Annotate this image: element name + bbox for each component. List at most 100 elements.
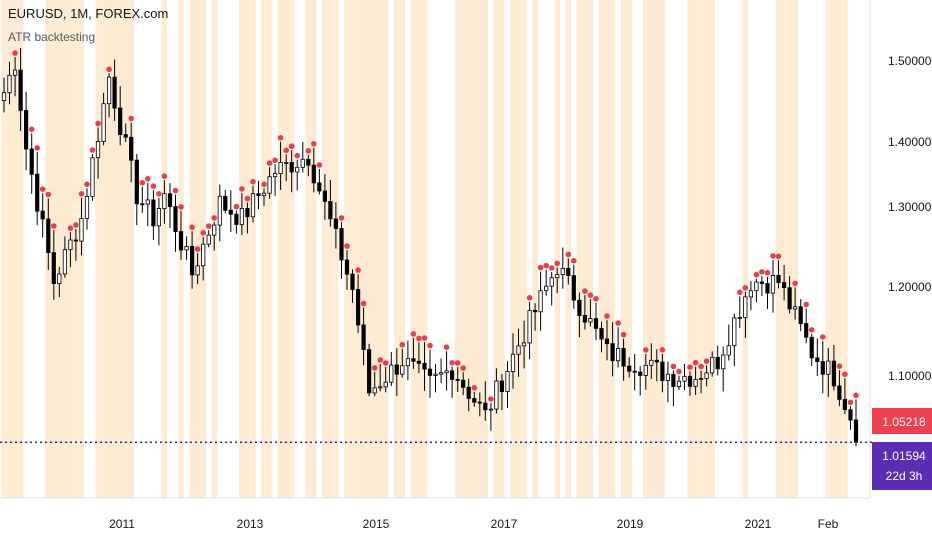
candle-body	[234, 213, 239, 225]
candle-body	[189, 245, 195, 276]
highlight-band	[416, 0, 422, 498]
candle-body	[804, 323, 809, 338]
y-tick-1-50: 1.50000	[888, 54, 932, 68]
signal-marker	[759, 269, 765, 275]
candle-body	[184, 245, 189, 251]
signal-marker	[416, 335, 422, 342]
candle-body	[770, 274, 776, 294]
candle-body	[118, 107, 123, 136]
candle-body	[278, 162, 283, 175]
candle-body	[201, 243, 206, 267]
candle-body	[632, 370, 637, 373]
highlight-band	[239, 0, 251, 498]
candle-body	[759, 281, 765, 284]
x-tick-2017: 2017	[491, 517, 518, 531]
signal-marker	[178, 204, 184, 210]
highlight-band	[460, 0, 466, 498]
candle-body	[660, 361, 665, 381]
highlight-band	[100, 0, 112, 498]
last-price-label: 1.05218	[882, 415, 926, 429]
current-price-label: 1.01594	[882, 449, 926, 463]
y-tick-1-30: 1.30000	[888, 200, 932, 214]
signal-marker	[703, 358, 710, 365]
candle-body	[676, 380, 682, 388]
candle-body	[776, 274, 781, 283]
highlight-band	[194, 0, 206, 498]
signal-marker	[250, 178, 256, 185]
signal-marker	[692, 359, 699, 366]
candle-body	[765, 283, 770, 294]
candle-body	[29, 148, 34, 175]
candle-body	[477, 401, 482, 404]
highlight-band	[477, 0, 488, 498]
signal-marker	[288, 143, 295, 149]
highlight-bands	[1, 0, 848, 498]
signal-marker	[382, 360, 389, 366]
candle-body	[848, 409, 853, 421]
candle-body	[549, 277, 554, 287]
candle-body	[289, 161, 294, 173]
x-tick-feb: Feb	[818, 517, 839, 531]
signal-marker	[272, 157, 278, 164]
signal-marker	[172, 187, 179, 194]
candle-body	[411, 358, 416, 362]
signal-marker	[764, 269, 771, 276]
candle-body	[820, 361, 825, 375]
highlight-band	[266, 0, 273, 498]
candle-body	[167, 193, 173, 207]
signal-marker	[670, 363, 677, 370]
candle-body	[782, 282, 787, 289]
highlight-band	[421, 0, 428, 498]
signal-marker	[775, 253, 782, 260]
candle-body	[195, 265, 200, 276]
signal-marker	[360, 300, 367, 307]
signal-marker	[770, 253, 776, 259]
highlight-band	[355, 0, 367, 498]
candle-body	[317, 182, 322, 192]
signal-marker	[659, 347, 666, 353]
highlight-band	[648, 0, 660, 498]
indicator-name[interactable]: ATR backtesting	[8, 30, 96, 44]
highlight-band	[333, 0, 339, 498]
time-axis: 2011 2013 2015 2017 2019 2021 Feb	[109, 517, 839, 531]
highlight-band	[786, 0, 798, 498]
candle-body	[178, 231, 184, 251]
signal-marker	[344, 243, 350, 249]
signal-marker	[565, 251, 572, 258]
signal-marker	[836, 363, 843, 370]
candle-body	[416, 360, 422, 364]
signal-marker	[205, 223, 212, 229]
symbol-title[interactable]: EURUSD, 1M, FOREX.com	[8, 6, 169, 21]
x-tick-2015: 2015	[363, 517, 390, 531]
signal-marker	[427, 342, 433, 349]
signal-marker	[471, 385, 478, 391]
highlight-band	[111, 0, 123, 498]
highlight-band	[454, 0, 461, 498]
signal-marker	[593, 296, 599, 302]
signal-marker	[792, 280, 798, 287]
signal-marker	[51, 223, 57, 229]
candle-body	[621, 348, 626, 367]
candle-body	[438, 372, 444, 375]
signal-marker	[244, 195, 251, 202]
signal-marker	[145, 176, 151, 182]
candle-body	[627, 365, 632, 372]
highlight-band	[703, 0, 710, 498]
candle-body	[638, 371, 643, 376]
x-tick-2013: 2013	[237, 517, 264, 531]
highlight-band	[576, 0, 583, 498]
candle-body	[51, 252, 56, 285]
candle-body	[837, 385, 842, 400]
candles	[1, 47, 859, 447]
candle-body	[510, 353, 516, 372]
candle-body	[261, 192, 267, 196]
highlight-band	[305, 0, 311, 498]
y-tick-1-20: 1.20000	[888, 280, 932, 294]
highlight-band	[532, 0, 538, 498]
highlight-band	[250, 0, 256, 498]
candle-body	[449, 370, 455, 380]
signal-marker	[89, 147, 96, 153]
candle-body	[162, 193, 167, 209]
highlight-band	[604, 0, 616, 498]
